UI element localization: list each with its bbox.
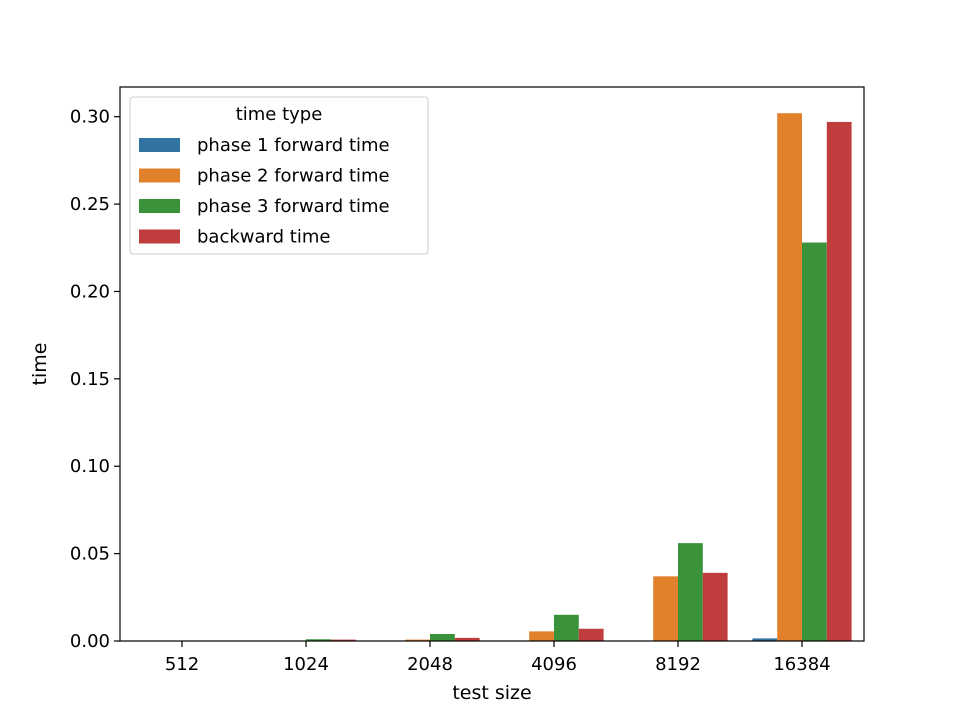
bars-layer xyxy=(182,113,852,642)
legend-label-backward-time: backward time xyxy=(197,227,330,248)
x-tick-label-2048: 2048 xyxy=(407,654,453,675)
y-tick-label: 0.10 xyxy=(70,456,110,477)
legend-swatch-phase-1-forward-time xyxy=(139,138,180,152)
y-tick-label: 0.15 xyxy=(70,369,110,390)
x-tick-label-512: 512 xyxy=(165,654,199,675)
legend-label-phase-3-forward-time: phase 3 forward time xyxy=(197,196,390,217)
legend-label-phase-1-forward-time: phase 1 forward time xyxy=(197,135,390,156)
legend-swatch-backward-time xyxy=(139,229,180,244)
y-tick-label: 0.25 xyxy=(70,194,110,215)
bar-backward-time-4096 xyxy=(578,628,604,641)
bar-phase-3-forward-time-4096 xyxy=(554,614,579,641)
y-tick-label: 0.00 xyxy=(70,631,110,652)
bar-phase-3-forward-time-16384 xyxy=(802,242,827,641)
x-axis: 512 1024 2048 4096 8192 16384 xyxy=(165,641,831,675)
legend-swatch-phase-3-forward-time xyxy=(139,199,180,213)
legend-box xyxy=(129,96,429,255)
bar-backward-time-2048 xyxy=(454,637,480,641)
bar-backward-time-1024 xyxy=(330,639,356,641)
x-tick-label-16384: 16384 xyxy=(773,654,830,675)
bar-phase-2-forward-time-2048 xyxy=(405,639,430,641)
y-axis-title: time xyxy=(29,343,51,386)
x-tick-label-4096: 4096 xyxy=(531,654,577,675)
bar-phase-3-forward-time-1024 xyxy=(306,639,331,641)
bar-phase-2-forward-time-4096 xyxy=(529,631,554,641)
y-tick-label: 0.20 xyxy=(70,281,110,302)
y-tick-label: 0.30 xyxy=(70,107,110,128)
bar-backward-time-8192 xyxy=(702,572,728,641)
bar-backward-time-16384 xyxy=(826,121,852,641)
plot-frame xyxy=(119,86,865,642)
legend-title: time type xyxy=(236,104,323,125)
x-axis-title: test size xyxy=(452,682,531,704)
x-tick-label-1024: 1024 xyxy=(283,654,329,675)
legend-swatch-phase-2-forward-time xyxy=(139,168,180,183)
y-axis: 0.00 0.05 0.10 0.15 0.20 0.25 0.30 xyxy=(70,107,120,652)
bar-phase-2-forward-time-16384 xyxy=(777,113,802,642)
legend: time type phase 1 forward time phase 2 fo… xyxy=(129,96,429,255)
y-tick-label: 0.05 xyxy=(70,544,110,565)
bar-phase-3-forward-time-2048 xyxy=(430,634,455,641)
bar-phase-2-forward-time-8192 xyxy=(653,576,678,641)
bar-phase-3-forward-time-8192 xyxy=(678,543,703,641)
legend-label-phase-2-forward-time: phase 2 forward time xyxy=(197,166,390,187)
bar-phase-1-forward-time-16384 xyxy=(752,638,778,641)
x-tick-label-8192: 8192 xyxy=(655,654,701,675)
